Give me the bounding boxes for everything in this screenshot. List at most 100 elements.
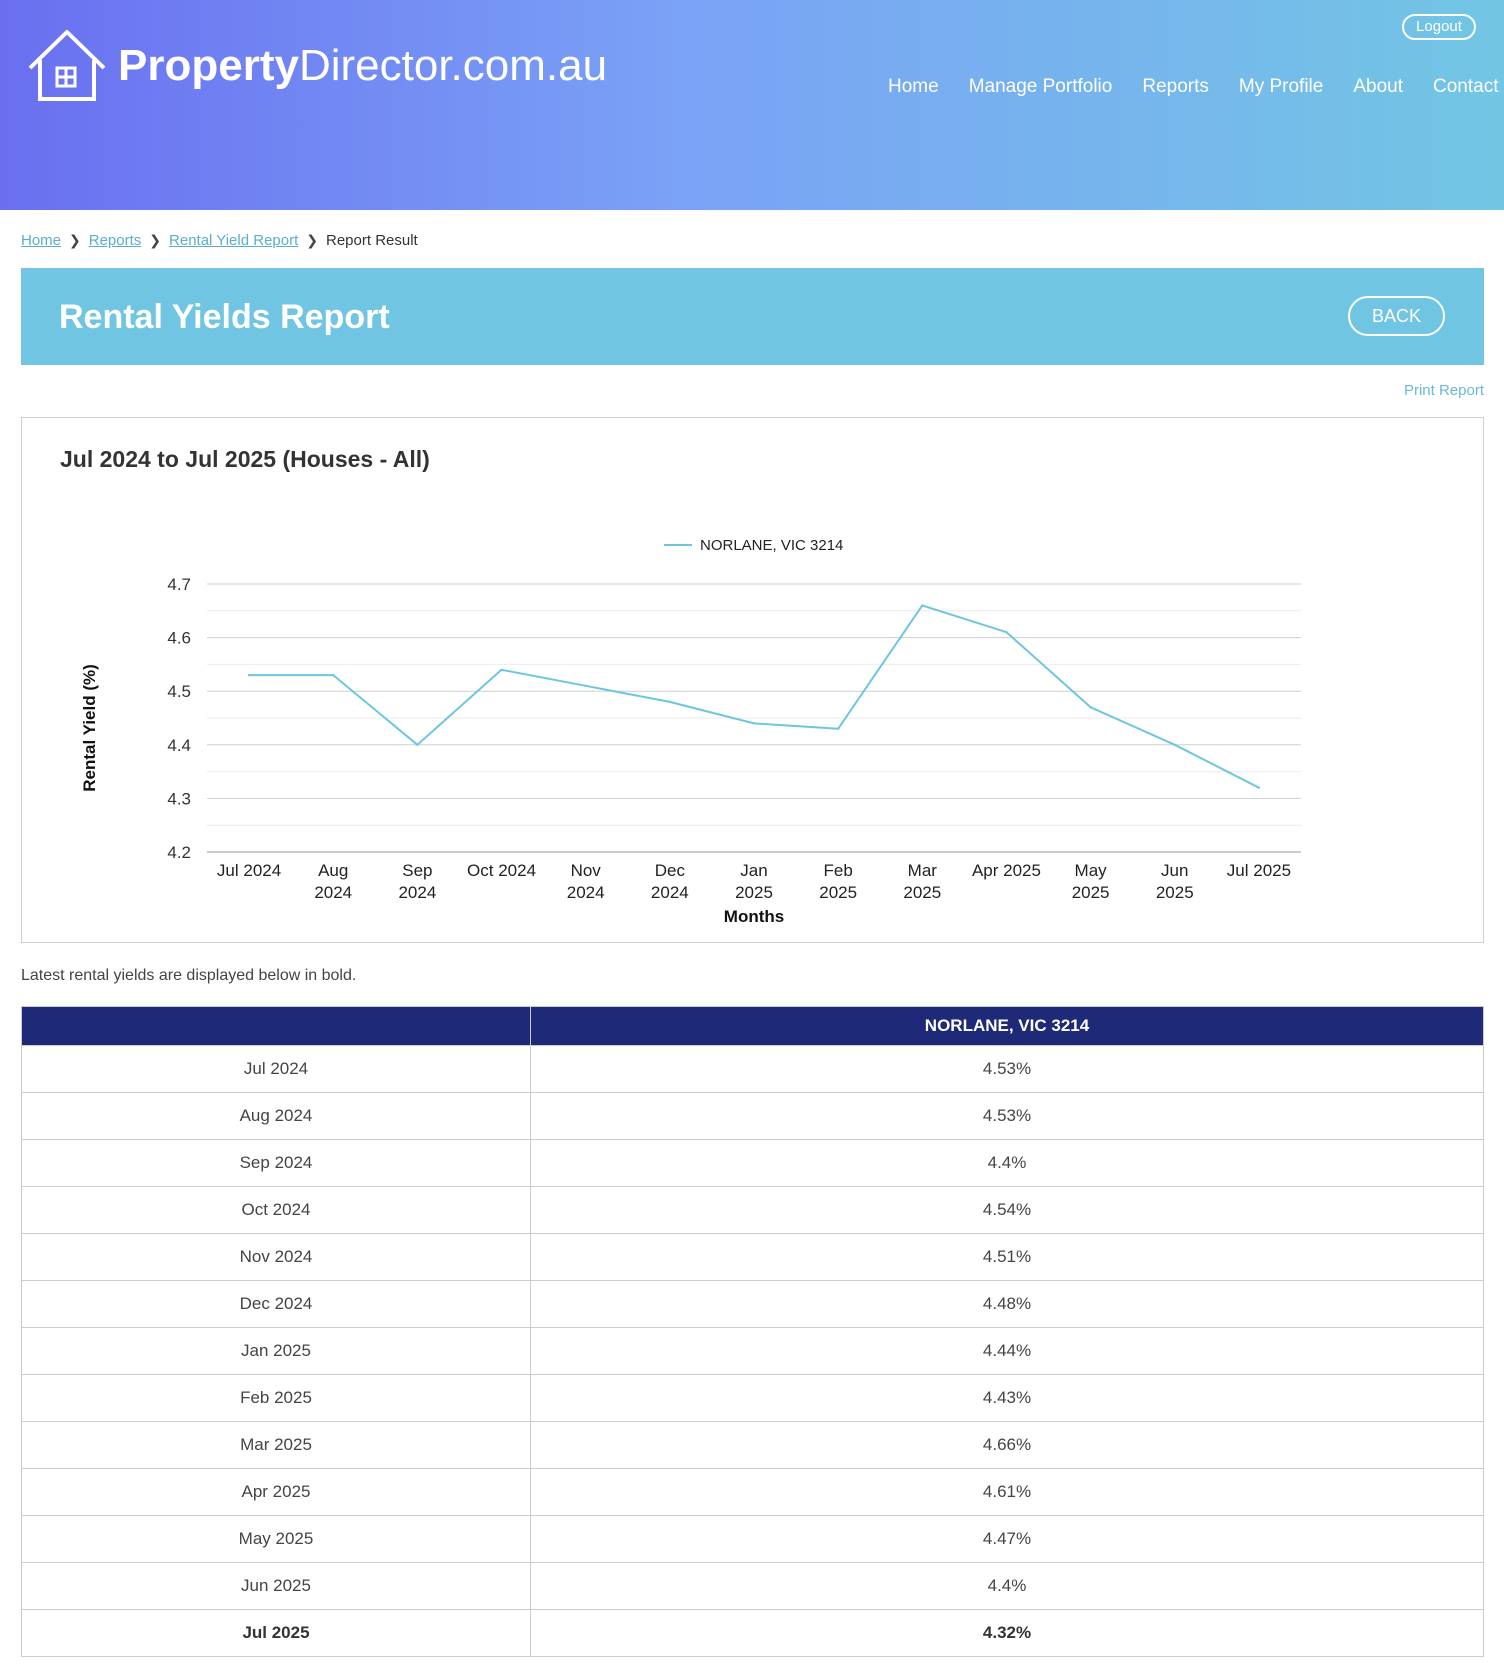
table-row: Aug 2024 4.53%: [21, 1092, 1484, 1140]
logo-text: PropertyDirector.com.au: [118, 41, 607, 91]
logout-button[interactable]: Logout: [1402, 14, 1476, 40]
table-cell-month: Nov 2024: [21, 1233, 531, 1281]
y-tick-label: 4.3: [167, 789, 191, 808]
table-row: Jul 2025 4.32%: [21, 1609, 1484, 1657]
x-tick-label: Mar: [908, 861, 938, 880]
x-tick-label: Jun: [1161, 861, 1188, 880]
main-nav: Home Manage Portfolio Reports My Profile…: [888, 76, 1498, 98]
table-cell-yield: 4.48%: [530, 1280, 1484, 1328]
nav-home[interactable]: Home: [888, 76, 939, 97]
legend-label: NORLANE, VIC 3214: [700, 537, 843, 554]
table-cell-month: Jul 2024: [21, 1045, 531, 1093]
x-tick-label: Aug: [318, 861, 348, 880]
site-logo[interactable]: PropertyDirector.com.au: [26, 28, 607, 104]
table-cell-yield: 4.44%: [530, 1327, 1484, 1375]
table-cell-month: Jul 2025: [21, 1609, 531, 1657]
table-row: May 2025 4.47%: [21, 1515, 1484, 1563]
back-button[interactable]: BACK: [1348, 296, 1445, 336]
data-point: [416, 743, 419, 746]
y-tick-label: 4.5: [167, 682, 191, 701]
table-cell-month: Aug 2024: [21, 1092, 531, 1140]
table-row: Oct 2024 4.54%: [21, 1186, 1484, 1234]
x-tick-label: 2025: [735, 883, 773, 902]
table-cell-yield: 4.4%: [530, 1139, 1484, 1187]
x-tick-label: Sep: [402, 861, 432, 880]
y-tick-label: 4.4: [167, 736, 191, 755]
x-tick-label: 2024: [651, 883, 689, 902]
nav-about[interactable]: About: [1353, 76, 1403, 97]
breadcrumb-reports[interactable]: Reports: [88, 232, 142, 249]
x-tick-label: Oct 2024: [467, 861, 536, 880]
x-tick-label: 2025: [903, 883, 941, 902]
table-row: Sep 2024 4.4%: [21, 1139, 1484, 1187]
data-point: [500, 668, 503, 671]
chevron-right-icon: ❯: [69, 232, 81, 248]
x-tick-label: Feb: [824, 861, 853, 880]
table-cell-yield: 4.4%: [530, 1562, 1484, 1610]
data-point: [332, 673, 335, 677]
data-point: [1173, 743, 1176, 746]
table-cell-yield: 4.47%: [530, 1515, 1484, 1563]
table-cell-month: Oct 2024: [21, 1186, 531, 1234]
table-row: Nov 2024 4.51%: [21, 1233, 1484, 1281]
table-row: Dec 2024 4.48%: [21, 1280, 1484, 1328]
print-report-link[interactable]: Print Report: [1403, 382, 1484, 399]
chart-title: Jul 2024 to Jul 2025 (Houses - All): [60, 446, 430, 472]
x-tick-label: 2025: [1156, 883, 1194, 902]
data-point: [584, 684, 587, 688]
series-line: [249, 604, 1260, 789]
table-cell-month: Apr 2025: [21, 1468, 531, 1516]
table-cell-yield: 4.32%: [530, 1609, 1484, 1657]
table-cell-month: May 2025: [21, 1515, 531, 1563]
logo-text-strong: Property: [118, 41, 299, 90]
x-tick-label: 2024: [314, 883, 352, 902]
table-cell-month: Jan 2025: [21, 1327, 531, 1375]
logo-text-light: Director.com.au: [298, 41, 608, 90]
data-point: [1257, 786, 1261, 789]
page-title: Rental Yields Report: [59, 298, 390, 336]
table-row: Mar 2025 4.66%: [21, 1421, 1484, 1469]
table-cell-yield: 4.66%: [530, 1421, 1484, 1469]
x-axis-title: Months: [724, 907, 784, 926]
nav-my-profile[interactable]: My Profile: [1238, 76, 1324, 97]
x-tick-label: Dec: [655, 861, 686, 880]
x-tick-label: Jan: [740, 861, 767, 880]
table-row: Apr 2025 4.61%: [21, 1468, 1484, 1516]
x-tick-label: Apr 2025: [972, 861, 1041, 880]
y-axis-title: Rental Yield (%): [80, 664, 99, 792]
data-point: [752, 722, 756, 725]
table-note: Latest rental yields are displayed below…: [21, 967, 357, 984]
table-row: Jan 2025 4.44%: [21, 1327, 1484, 1375]
table-row: Feb 2025 4.43%: [21, 1374, 1484, 1422]
x-tick-label: Nov: [571, 861, 602, 880]
x-tick-label: Jul 2025: [1227, 861, 1291, 880]
x-tick-label: 2025: [1072, 883, 1110, 902]
rental-yield-table: NORLANE, VIC 3214 Jul 2024 4.53% Aug 2024 4…: [21, 1006, 1484, 1657]
data-point: [836, 727, 840, 730]
table-cell-yield: 4.54%: [530, 1186, 1484, 1234]
table-cell-month: Feb 2025: [21, 1374, 531, 1422]
breadcrumb-home[interactable]: Home: [21, 232, 62, 249]
chevron-right-icon: ❯: [306, 232, 318, 248]
report-banner: Rental Yields Report BACK: [21, 268, 1484, 365]
table-cell-yield: 4.53%: [530, 1045, 1484, 1093]
x-tick-label: May: [1075, 861, 1108, 880]
table-row: Jul 2024 4.53%: [21, 1045, 1484, 1093]
table-row: Jun 2025 4.4%: [21, 1562, 1484, 1610]
nav-manage-portfolio[interactable]: Manage Portfolio: [968, 76, 1113, 97]
data-point: [1005, 631, 1008, 634]
x-tick-label: 2025: [819, 883, 857, 902]
breadcrumb: Home ❯ Reports ❯ Rental Yield Report ❯ R…: [21, 232, 418, 249]
data-point: [921, 604, 924, 607]
nav-contact[interactable]: Contact: [1433, 76, 1499, 97]
x-tick-label: 2024: [398, 883, 436, 902]
breadcrumb-rental-yield-report[interactable]: Rental Yield Report: [169, 232, 299, 249]
y-tick-label: 4.7: [167, 575, 191, 594]
nav-reports[interactable]: Reports: [1142, 76, 1209, 97]
data-point: [668, 700, 672, 704]
table-cell-month: Jun 2025: [21, 1562, 531, 1610]
data-point: [247, 673, 251, 677]
table-header-row: NORLANE, VIC 3214: [21, 1006, 1484, 1046]
table-cell-yield: 4.43%: [530, 1374, 1484, 1422]
rental-yield-chart: 4.2 4.3 4.4 4.5 4.6 4.7 Jul 2024 Aug 2024 Sep 2024…: [80, 537, 1301, 926]
